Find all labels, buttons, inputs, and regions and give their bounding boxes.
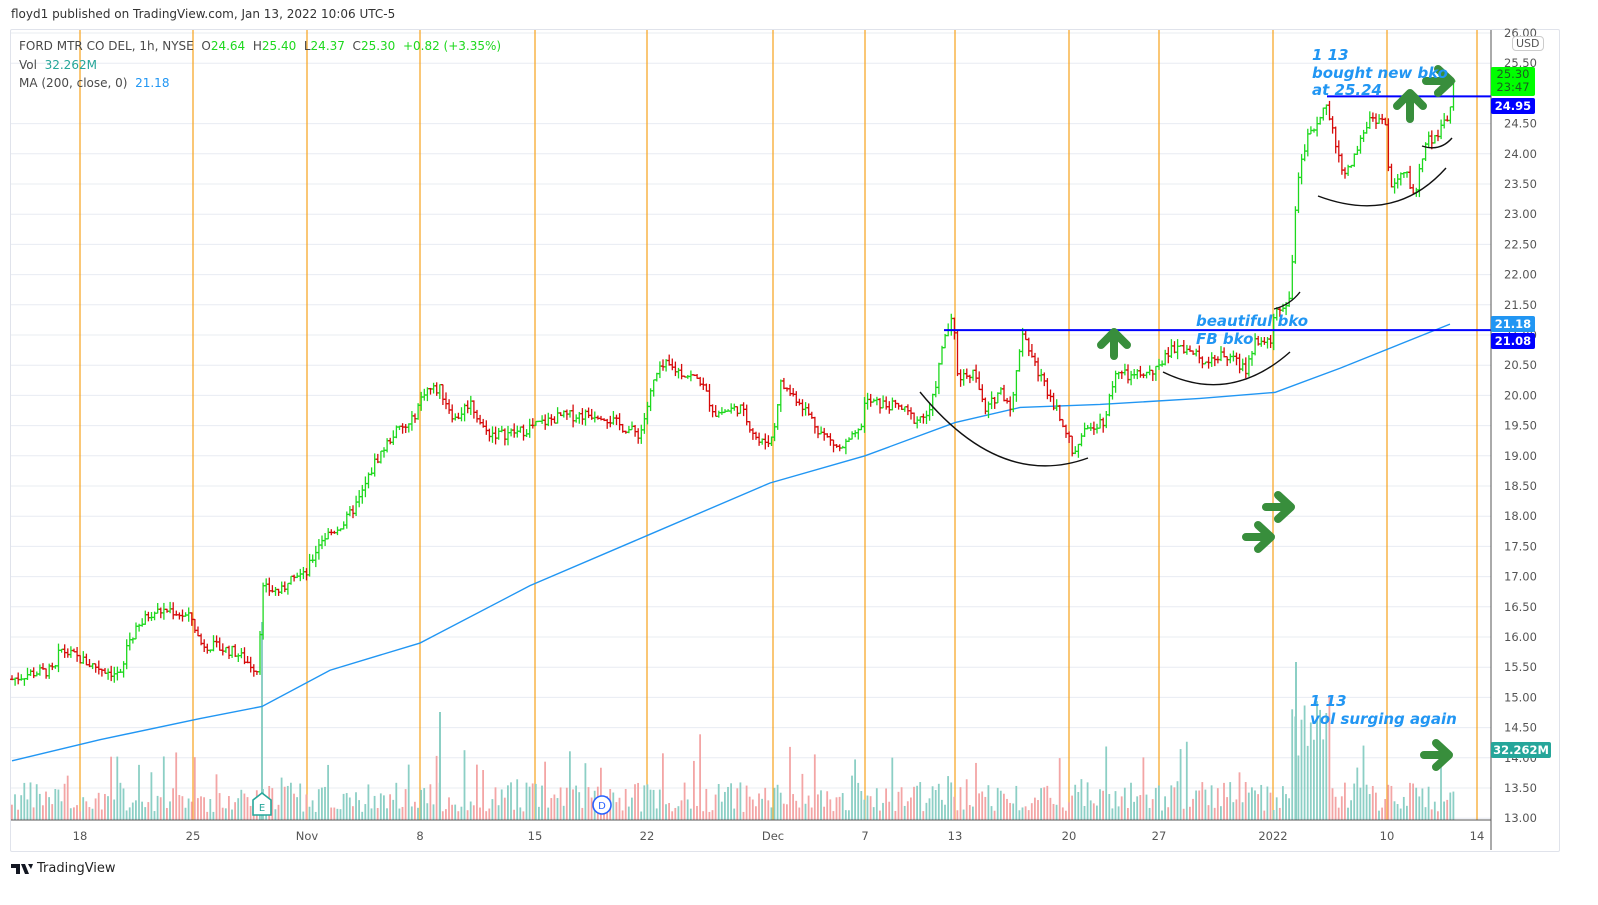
time-tick: 7 [861, 829, 868, 843]
annotation-bought-new-bko[interactable]: 1 13 bought new bko at 25.24 [1312, 46, 1448, 99]
legend-symbol-row[interactable]: FORD MTR CO DEL, 1h, NYSE O24.64 H25.40 … [19, 39, 502, 53]
arrow-icons[interactable] [1097, 65, 1455, 771]
ma-value: 21.18 [135, 76, 170, 90]
svg-text:vol surging again: vol surging again [1310, 710, 1457, 728]
svg-text:at 25.24: at 25.24 [1312, 81, 1382, 99]
up-arrow-icon [1393, 89, 1427, 123]
price-tick: 18.00 [1504, 509, 1537, 523]
price-tick: 17.00 [1504, 570, 1537, 584]
time-tick: 14 [1470, 829, 1485, 843]
tradingview-footer[interactable]: TradingView [11, 861, 116, 876]
time-tick: 8 [416, 829, 423, 843]
high-value: 25.40 [261, 39, 297, 53]
price-tick: 23.50 [1504, 177, 1537, 191]
svg-text:E: E [259, 803, 265, 814]
price-tick: 18.50 [1504, 479, 1537, 493]
earnings-event-icon[interactable]: E [252, 791, 272, 816]
symbol-title: FORD MTR CO DEL, 1h, NYSE [19, 39, 194, 53]
price-tick: 19.00 [1504, 449, 1537, 463]
price-tick: 16.50 [1504, 600, 1537, 614]
session-lines [79, 30, 1478, 820]
time-tick: 25 [186, 829, 201, 843]
time-tick: 22 [640, 829, 655, 843]
horizontal-lines[interactable] [944, 95, 1491, 332]
time-tick: 13 [948, 829, 963, 843]
hline-tag-low: 21.08 [1491, 333, 1535, 349]
svg-text:1 13: 1 13 [1312, 46, 1349, 64]
price-tick: 21.50 [1504, 298, 1537, 312]
price-tick: 23.00 [1504, 207, 1537, 221]
price-tick: 20.00 [1504, 388, 1537, 402]
last-price-tag: 25.30 23:47 [1491, 67, 1535, 96]
up-arrow-icon [1097, 328, 1131, 360]
price-tick: 24.00 [1504, 147, 1537, 161]
low-value: 24.37 [310, 39, 345, 53]
price-tick: 15.00 [1504, 690, 1537, 704]
close-value: 25.30 [360, 39, 396, 53]
ma-200-line [11, 323, 1451, 762]
price-tick: 24.50 [1504, 117, 1537, 131]
ohlc-bars [10, 80, 1456, 686]
price-tick: 17.50 [1504, 539, 1537, 553]
price-tick: 13.50 [1504, 781, 1537, 795]
volume-tag: 32.262M [1491, 742, 1551, 758]
price-tick: 22.00 [1504, 268, 1537, 282]
svg-text:1 13: 1 13 [1310, 692, 1347, 710]
grid-lines [11, 32, 1491, 819]
price-tick: 13.00 [1504, 811, 1537, 825]
price-axis[interactable]: 26.0025.5024.5024.0023.5023.0022.5022.00… [1504, 26, 1537, 825]
price-tick: 16.00 [1504, 630, 1537, 644]
price-tick: 25.50 [1504, 56, 1537, 70]
right-arrow-icon [1262, 491, 1295, 523]
time-tick: 27 [1152, 829, 1167, 843]
legend-volume-row[interactable]: Vol 32.262M [19, 57, 97, 72]
legend-ma-row[interactable]: MA (200, close, 0) 21.18 [19, 76, 170, 90]
time-tick: 18 [73, 829, 88, 843]
published-header: floyd1 published on TradingView.com, Jan… [11, 7, 396, 21]
volume-value: 32.262M [44, 57, 97, 72]
bar-countdown: 23:47 [1496, 80, 1530, 94]
price-tick: 19.50 [1504, 419, 1537, 433]
price-tick: 15.50 [1504, 660, 1537, 674]
brand-label: TradingView [37, 861, 116, 876]
price-tick: 14.50 [1504, 721, 1537, 735]
price-tick: 22.50 [1504, 237, 1537, 251]
price-tick: 20.50 [1504, 358, 1537, 372]
annotation-beautiful-bko[interactable]: beautiful bko FB bko [1196, 312, 1308, 348]
time-tick: 10 [1380, 829, 1395, 843]
right-arrow-icon [1422, 65, 1455, 97]
svg-text:FB bko: FB bko [1196, 330, 1253, 348]
time-tick: 20 [1062, 829, 1077, 843]
time-tick: Dec [762, 829, 784, 843]
volume-bars [11, 622, 1455, 820]
cup-curves[interactable] [919, 137, 1453, 467]
dividend-event-icon[interactable]: D [592, 795, 612, 815]
time-axis[interactable]: 18 25 Nov 8 15 22 Dec 7 13 20 27 2022 10 14 [73, 829, 1485, 843]
svg-text:bought new bko: bought new bko [1312, 64, 1448, 82]
svg-text:beautiful bko: beautiful bko [1196, 312, 1308, 330]
time-tick: Nov [296, 829, 319, 843]
right-arrow-icon [1242, 521, 1275, 553]
annotation-vol-surging[interactable]: 1 13 vol surging again [1310, 692, 1457, 728]
svg-text:D: D [598, 801, 606, 812]
right-arrow-icon [1420, 739, 1453, 771]
currency-label[interactable]: USD [1512, 36, 1544, 51]
time-tick: 2022 [1258, 829, 1287, 843]
open-value: 24.64 [210, 39, 246, 53]
chart-legend: FORD MTR CO DEL, 1h, NYSE O24.64 H25.40 … [19, 37, 501, 93]
change-value: +0.82 (+3.35%) [402, 39, 502, 53]
tradingview-logo-icon [11, 863, 33, 874]
time-tick: 15 [528, 829, 543, 843]
hline-tag-high: 24.95 [1491, 98, 1535, 114]
ma-tag: 21.18 [1491, 316, 1535, 332]
